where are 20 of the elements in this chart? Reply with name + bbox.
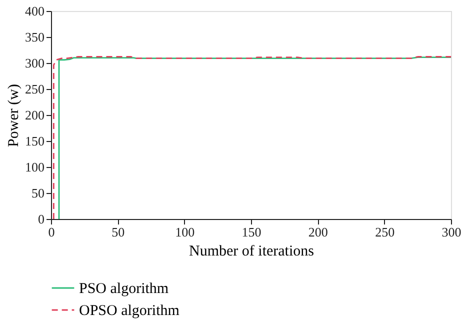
x-tick-label: 50 bbox=[112, 224, 125, 240]
x-tick-label: 300 bbox=[442, 224, 462, 240]
y-tick-label: 250 bbox=[25, 82, 44, 96]
x-tick-label: 0 bbox=[48, 224, 55, 240]
x-tick-label: 200 bbox=[308, 224, 328, 240]
y-tick-label: 100 bbox=[25, 160, 44, 174]
legend-label: OPSO algorithm bbox=[79, 303, 180, 319]
x-tick-label: 150 bbox=[242, 224, 262, 240]
y-tick-label: 400 bbox=[25, 4, 44, 18]
y-tick-label: 300 bbox=[25, 56, 44, 70]
y-tick-label: 350 bbox=[25, 30, 44, 44]
x-tick-label: 250 bbox=[375, 224, 395, 240]
legend-label: PSO algorithm bbox=[79, 281, 169, 297]
y-tick-label: 0 bbox=[38, 212, 44, 226]
y-tick-label: 150 bbox=[25, 134, 44, 148]
x-tick-label: 100 bbox=[175, 224, 195, 240]
y-tick-label: 50 bbox=[32, 186, 44, 200]
y-tick-label: 200 bbox=[25, 108, 44, 122]
x-axis-title: Number of iterations bbox=[189, 244, 314, 260]
y-axis-title: Power (w) bbox=[6, 84, 22, 147]
